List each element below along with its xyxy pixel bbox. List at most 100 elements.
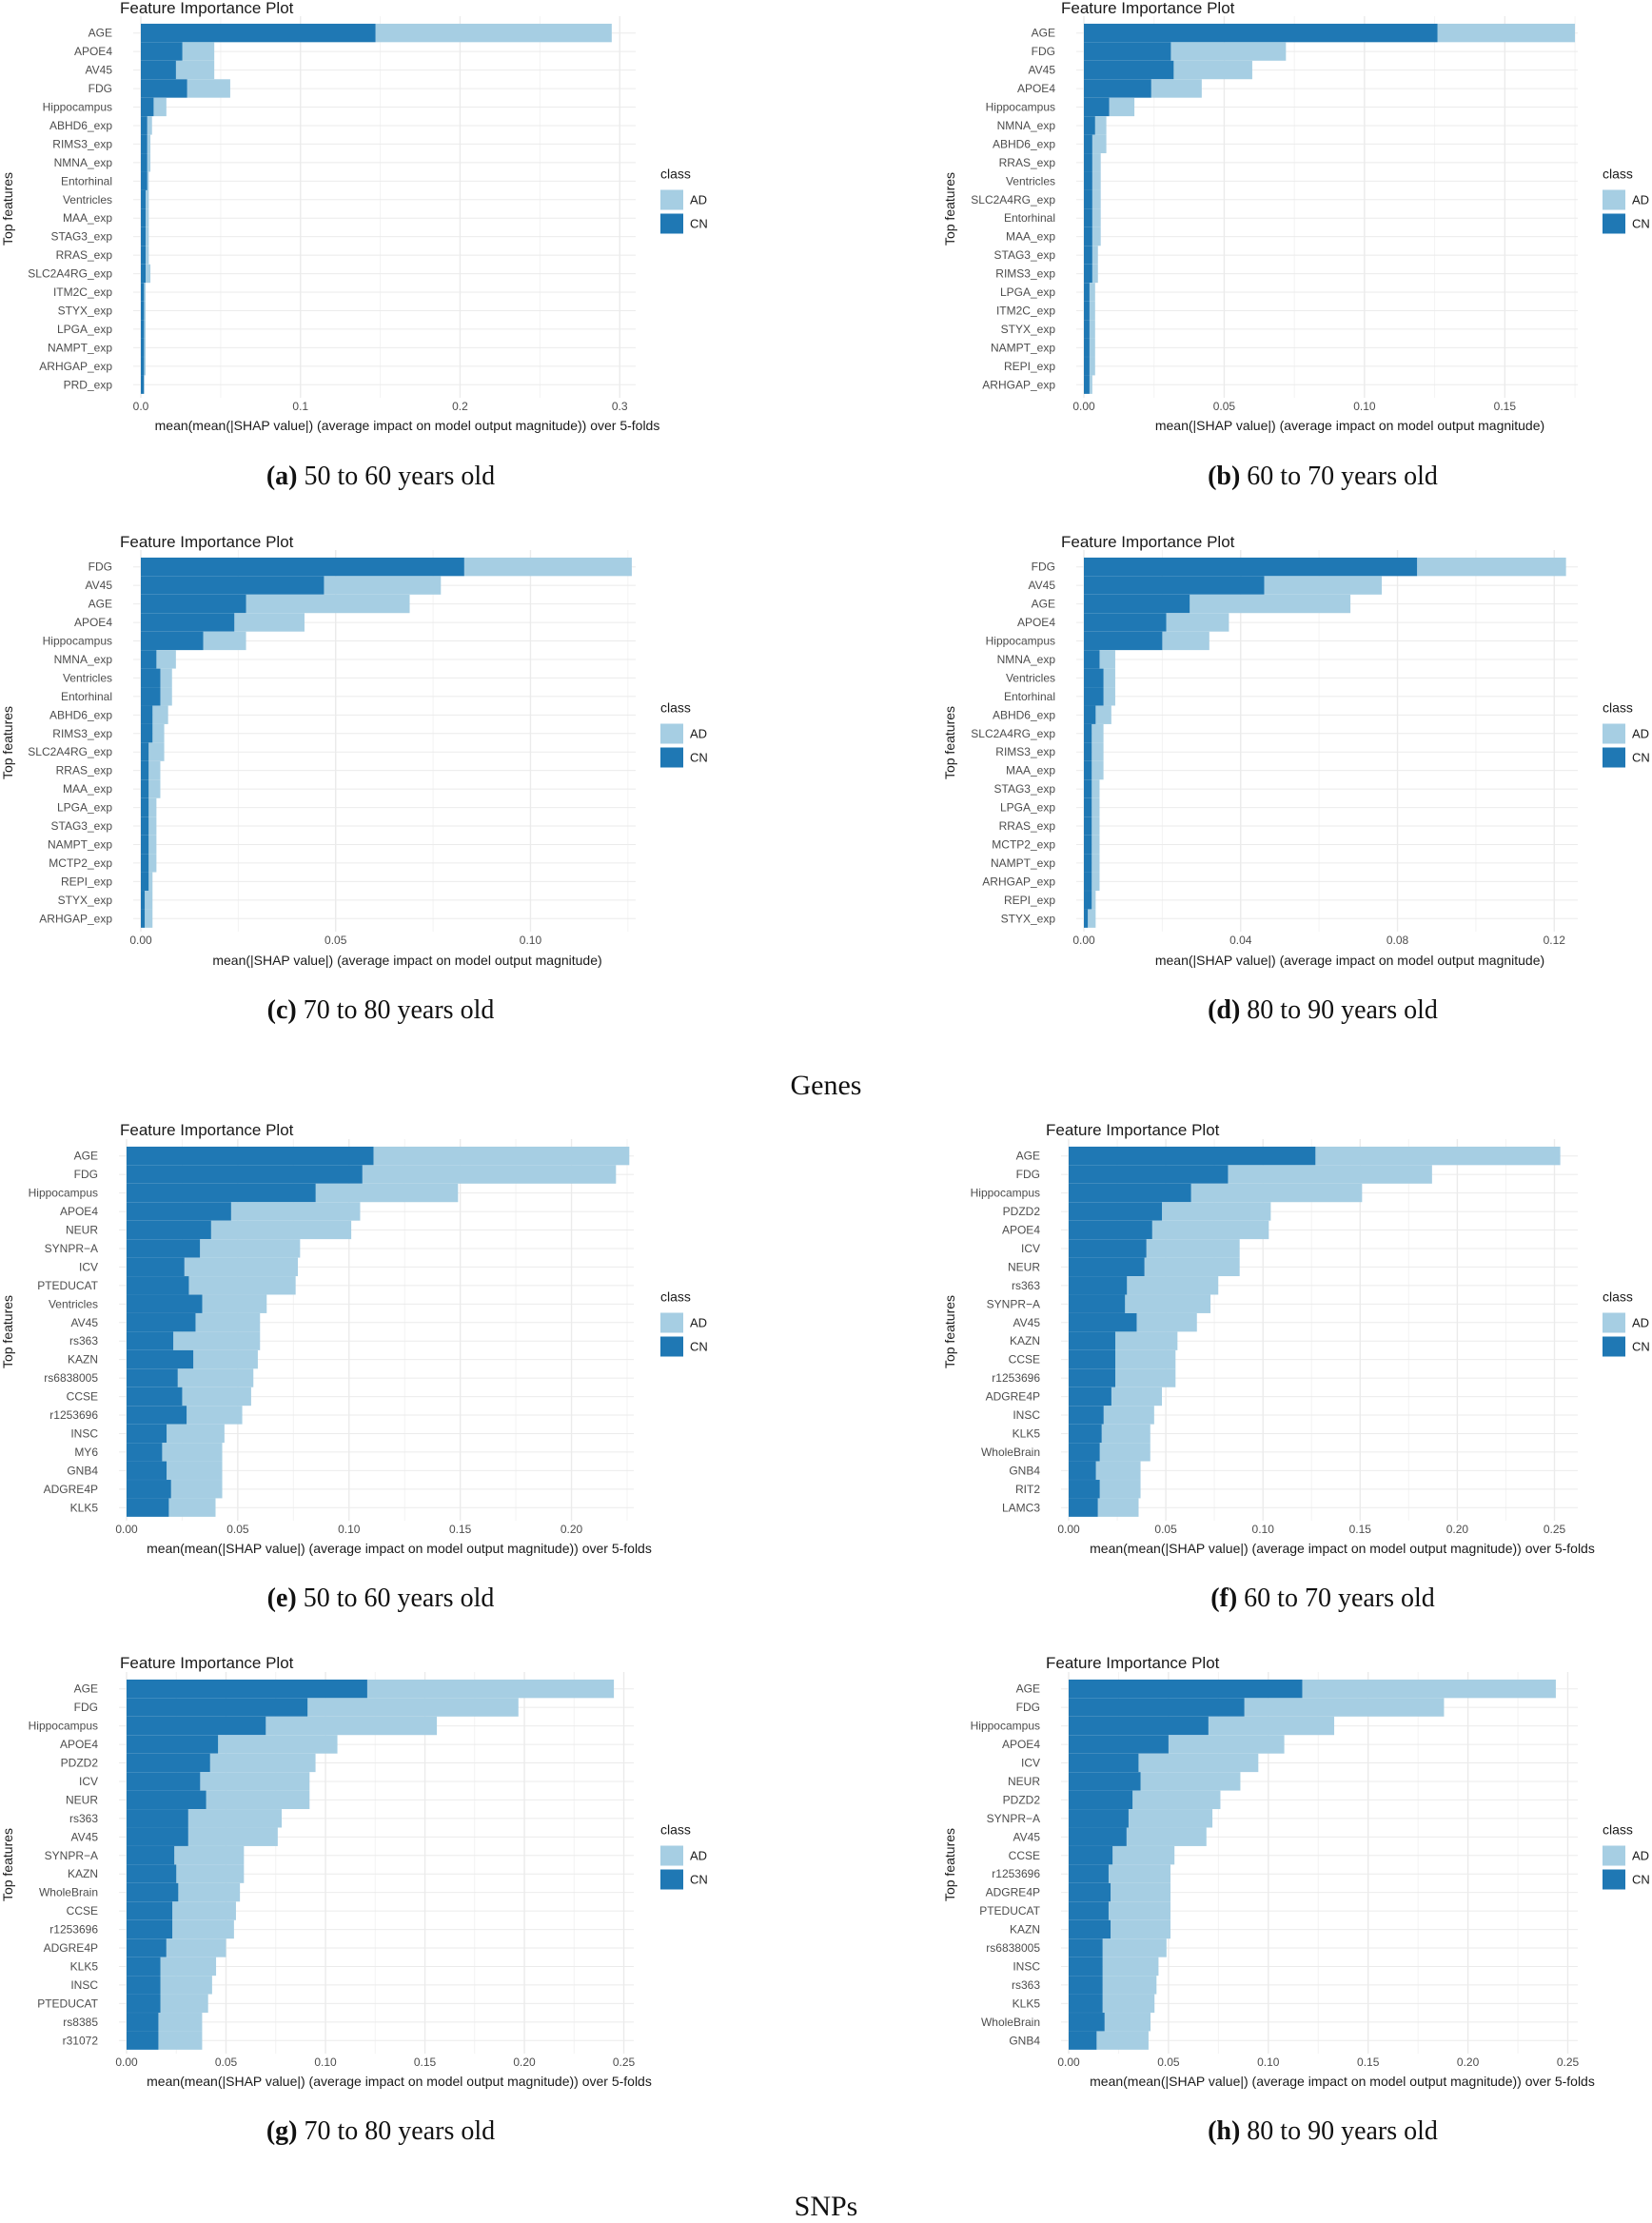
bar-cn-d-19 — [1084, 909, 1089, 928]
legend-label-ad-e: AD — [690, 1316, 707, 1330]
bar-ad-f-1 — [1228, 1165, 1432, 1184]
bar-ad-e-8 — [202, 1294, 267, 1313]
feature-label-b-8: Ventricles — [1006, 174, 1055, 187]
feature-label-h-15: INSC — [1013, 1959, 1040, 1973]
bar-cn-h-12 — [1069, 1901, 1109, 1920]
bar-cn-e-9 — [127, 1312, 196, 1332]
bar-cn-c-1 — [141, 576, 324, 595]
bar-cn-f-10 — [1069, 1331, 1116, 1350]
feature-label-c-18: STYX_exp — [58, 894, 113, 907]
feature-label-b-16: STYX_exp — [1001, 323, 1056, 336]
bar-ad-a-2 — [175, 60, 215, 80]
bar-cn-e-18 — [127, 1480, 171, 1499]
bar-cn-e-12 — [127, 1368, 178, 1387]
feature-label-d-16: NAMPT_exp — [991, 856, 1055, 870]
bar-ad-e-5 — [200, 1239, 301, 1258]
feature-label-e-18: ADGRE4P — [44, 1483, 98, 1496]
feature-label-f-10: KAZN — [1010, 1334, 1040, 1348]
bar-cn-g-4 — [127, 1753, 210, 1773]
feature-label-b-18: REPI_exp — [1004, 360, 1055, 373]
tick-label-f-1: 0.05 — [1154, 1523, 1177, 1536]
bar-cn-a-2 — [141, 60, 176, 80]
caption-a-text: 50 to 60 years old — [297, 462, 496, 491]
bar-cn-g-0 — [127, 1679, 367, 1699]
tick-label-f-3: 0.15 — [1349, 1523, 1372, 1536]
bar-cn-a-9 — [141, 189, 147, 209]
bar-cn-d-5 — [1084, 650, 1100, 669]
feature-label-h-5: NEUR — [1008, 1775, 1040, 1788]
bar-ad-c-0 — [463, 557, 632, 577]
bar-ad-f-10 — [1115, 1331, 1178, 1350]
bar-cn-f-0 — [1069, 1146, 1316, 1166]
bar-ad-b-16 — [1089, 320, 1095, 339]
feature-label-e-10: rs363 — [69, 1334, 98, 1348]
feature-label-f-4: APOE4 — [1002, 1224, 1040, 1237]
bar-cn-g-16 — [127, 1976, 161, 1995]
x-axis-label-d: mean(|SHAP value|) (average impact on mo… — [1155, 953, 1544, 968]
bar-ad-a-10 — [146, 208, 149, 227]
bar-cn-h-3 — [1069, 1735, 1169, 1754]
feature-label-f-3: PDZD2 — [1003, 1205, 1041, 1218]
bar-ad-a-0 — [375, 23, 612, 43]
bar-cn-g-18 — [127, 2013, 159, 2032]
feature-label-a-18: ARHGAP_exp — [39, 360, 112, 373]
tick-label-a-2: 0.2 — [452, 400, 468, 413]
bar-cn-b-1 — [1084, 42, 1171, 61]
bar-ad-f-13 — [1111, 1387, 1163, 1407]
bar-ad-g-3 — [218, 1735, 338, 1754]
feature-label-c-1: AV45 — [86, 579, 113, 592]
caption-g-text: 70 to 80 years old — [297, 2116, 496, 2146]
bar-ad-a-16 — [144, 320, 147, 339]
feature-label-d-8: ABHD6_exp — [993, 708, 1055, 721]
bar-ad-g-1 — [307, 1698, 519, 1717]
bar-ad-d-17 — [1092, 872, 1100, 891]
feature-label-e-2: Hippocampus — [29, 1187, 98, 1200]
bar-ad-c-12 — [148, 779, 161, 798]
feature-label-f-2: Hippocampus — [971, 1187, 1040, 1200]
feature-label-g-9: SYNPR−A — [45, 1849, 98, 1862]
bar-cn-c-16 — [141, 854, 149, 873]
feature-label-g-8: AV45 — [71, 1830, 99, 1843]
bar-cn-a-11 — [141, 226, 147, 246]
feature-label-e-13: CCSE — [67, 1390, 98, 1404]
tick-label-c-2: 0.10 — [520, 934, 542, 947]
feature-label-a-9: Ventricles — [63, 193, 112, 207]
feature-label-a-8: Entorhinal — [61, 174, 112, 187]
bar-ad-h-5 — [1140, 1772, 1241, 1791]
bar-ad-e-2 — [315, 1183, 459, 1203]
feature-label-a-2: AV45 — [86, 64, 113, 77]
bar-cn-a-10 — [141, 208, 147, 227]
feature-label-g-2: Hippocampus — [29, 1720, 98, 1733]
bar-cn-d-8 — [1084, 705, 1096, 724]
legend-title-g: class — [660, 1822, 691, 1838]
bar-ad-b-8 — [1092, 171, 1101, 190]
bar-ad-f-4 — [1151, 1220, 1269, 1240]
bar-cn-g-3 — [127, 1735, 219, 1754]
bar-cn-f-16 — [1069, 1443, 1100, 1462]
feature-label-d-11: MAA_exp — [1006, 764, 1055, 777]
bar-cn-h-5 — [1069, 1772, 1141, 1791]
feature-label-a-7: NMNA_exp — [54, 156, 113, 169]
feature-label-c-11: RRAS_exp — [56, 764, 113, 777]
feature-label-g-15: KLK5 — [70, 1959, 99, 1973]
caption-f: (f) 60 to 70 years old — [1132, 1584, 1513, 1614]
bar-ad-e-17 — [167, 1461, 223, 1480]
feature-label-h-17: KLK5 — [1013, 1997, 1041, 2010]
bar-cn-d-4 — [1084, 631, 1163, 651]
bar-cn-d-18 — [1084, 891, 1092, 910]
feature-label-d-17: ARHGAP_exp — [982, 875, 1055, 888]
feature-label-b-10: Entorhinal — [1004, 211, 1055, 225]
bar-cn-b-13 — [1084, 264, 1092, 284]
legend-label-cn-c: CN — [690, 751, 708, 765]
bar-cn-g-8 — [127, 1827, 188, 1846]
bar-cn-e-0 — [127, 1146, 374, 1166]
bar-cn-e-8 — [127, 1294, 203, 1313]
bar-ad-h-19 — [1096, 2031, 1149, 2050]
feature-label-f-6: NEUR — [1008, 1260, 1040, 1273]
bar-ad-b-3 — [1150, 79, 1202, 98]
bar-cn-b-0 — [1084, 23, 1438, 43]
feature-label-e-17: GNB4 — [67, 1464, 98, 1477]
caption-c-tag: (c) — [266, 995, 297, 1025]
bar-cn-b-18 — [1084, 357, 1090, 376]
bar-ad-b-18 — [1089, 357, 1095, 376]
